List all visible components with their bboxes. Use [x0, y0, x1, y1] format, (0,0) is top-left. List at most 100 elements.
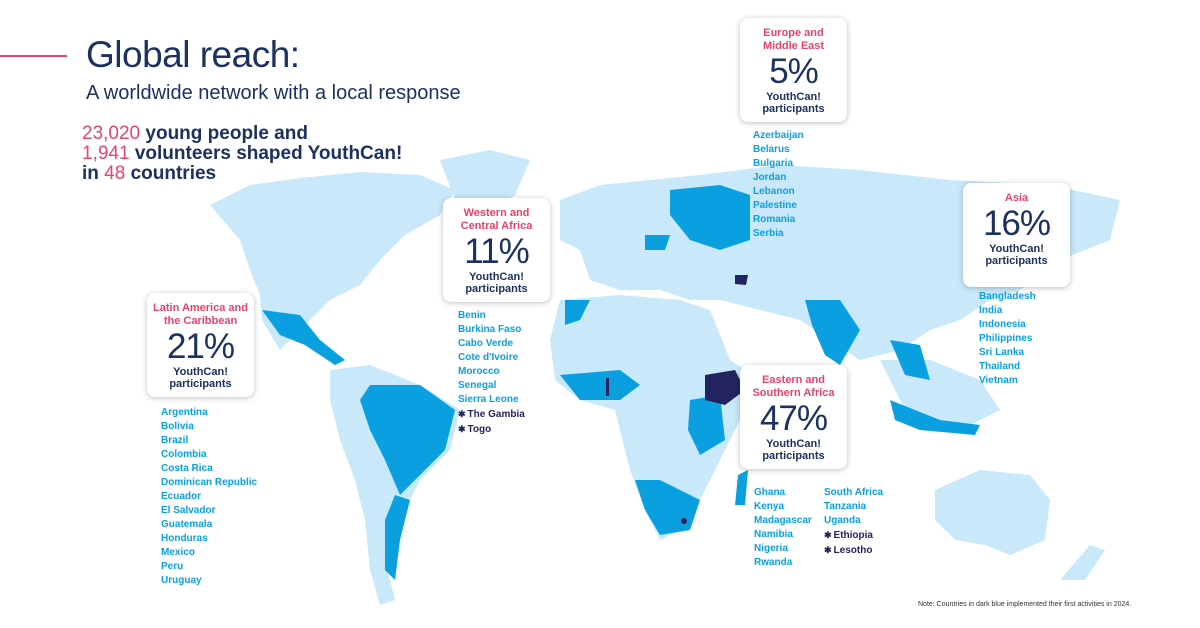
region-card: Asia 16% YouthCan! participants [963, 183, 1070, 287]
accent-line [0, 55, 67, 57]
lesotho [681, 518, 687, 524]
star-icon: ✱ [824, 545, 832, 555]
country-item: Morocco [458, 366, 500, 377]
east-africa [688, 395, 725, 455]
country-item: Azerbaijan [753, 130, 804, 141]
indonesia [890, 400, 980, 435]
region-percent: 5% [769, 52, 819, 91]
argentina [385, 495, 410, 580]
country-name: Ethiopia [833, 530, 873, 541]
country-name: Togo [467, 424, 492, 435]
togo [606, 378, 609, 396]
country-item: Vietnam [979, 375, 1018, 386]
country-item: Thailand [979, 361, 1021, 372]
country-item: Costa Rica [161, 463, 213, 474]
country-name: Lesotho [833, 545, 873, 556]
west-africa [560, 370, 640, 400]
region-label: YouthCan! participants [762, 438, 825, 462]
country-item: Bolivia [161, 421, 194, 432]
footnote: Note: Countries in dark blue implemented… [918, 601, 1132, 608]
region-percent: 21% [166, 327, 235, 366]
country-item: Argentina [161, 407, 208, 418]
country-item: Jordan [753, 172, 787, 183]
country-list: Ghana Kenya Madagascar Namibia Nigeria Rwanda [754, 486, 812, 570]
country-item: Madagascar [754, 515, 812, 526]
romania-bulgaria [645, 235, 670, 250]
region-percent: 11% [464, 232, 529, 271]
country-item: Mexico [161, 547, 195, 558]
country-list: Argentina Bolivia Brazil Colombia Costa Rica… [161, 406, 257, 588]
country-item: Serbia [753, 228, 784, 239]
page-title: Global reach: [86, 34, 300, 75]
region-label: YouthCan! participants [169, 366, 232, 390]
country-list: Benin Burkina Faso Cabo Verde Cote d'Ivoire… [458, 309, 525, 437]
star-icon: ✱ [458, 424, 466, 434]
country-item: Brazil [161, 435, 189, 446]
country-item: Sierra Leone [458, 394, 519, 405]
country-item: Ecuador [161, 491, 202, 502]
region-card: Europe and Middle East 5% YouthCan! partic… [740, 18, 847, 122]
ethiopia [705, 370, 745, 405]
region-card: Latin America and the Caribbean 21% YouthC… [147, 293, 254, 397]
star-icon: ✱ [458, 409, 466, 419]
country-item: Guatemala [161, 519, 213, 530]
region-card: Western and Central Africa 11% YouthCan! p… [443, 198, 550, 302]
country-item: Uganda [824, 515, 861, 526]
country-item: South Africa [824, 487, 884, 498]
countries-count: 48 [104, 163, 126, 184]
region-title: Europe and Middle East [762, 27, 825, 52]
country-item: Colombia [161, 449, 207, 460]
country-item: Lebanon [753, 186, 795, 197]
country-item: Belarus [753, 144, 790, 155]
star-icon: ✱ [824, 530, 832, 540]
country-item: India [979, 305, 1003, 316]
north-america [210, 172, 455, 350]
page-subtitle: A worldwide network with a local respons… [86, 82, 461, 104]
southeast-asia-active [890, 340, 930, 380]
region-title: Latin America and the Caribbean [153, 302, 248, 327]
country-item: Burkina Faso [458, 324, 522, 335]
region-label: YouthCan! participants [762, 91, 825, 115]
country-item: Indonesia [979, 319, 1026, 330]
mexico-central-america [262, 310, 345, 365]
country-item: Benin [458, 310, 486, 321]
country-item: Tanzania [824, 501, 867, 512]
region-percent: 16% [982, 204, 1051, 243]
country-item: Sri Lanka [979, 347, 1025, 358]
region-label: YouthCan! participants [465, 271, 528, 295]
australia [935, 470, 1050, 555]
stats-text: young people and [140, 123, 308, 144]
russia-belarus [670, 185, 750, 250]
country-item: Cabo Verde [458, 338, 514, 349]
country-item: Bangladesh [979, 291, 1036, 302]
country-item: Dominican Republic [161, 477, 258, 488]
new-country-item: ✱ The Gambia [458, 407, 525, 422]
azerbaijan [735, 275, 748, 285]
brazil-region [360, 385, 455, 495]
region-title: Eastern and Southern Africa [752, 374, 835, 399]
stats-text: countries [125, 163, 217, 184]
stats-text: in [82, 163, 105, 184]
volunteers-count: 1,941 [82, 143, 130, 164]
country-item: Senegal [458, 380, 497, 391]
morocco [565, 300, 590, 325]
country-item: El Salvador [161, 505, 216, 516]
country-list: South Africa Tanzania Uganda ✱ Ethiopia ✱ Leso… [824, 486, 883, 558]
new-country-item: ✱ Ethiopia [824, 528, 883, 543]
region-title: Asia [1004, 192, 1029, 204]
country-item: Namibia [754, 529, 793, 540]
new-country-item: ✱ Togo [458, 422, 525, 437]
country-list: Azerbaijan Belarus Bulgaria Jordan Lebanon Pa… [753, 129, 804, 241]
country-item: Palestine [753, 200, 797, 211]
country-item: Peru [161, 561, 184, 572]
summary-stats: 23,020 young people and 1,941 volunteers… [82, 124, 402, 184]
country-name: The Gambia [467, 409, 525, 420]
africa [550, 295, 760, 540]
young-people-count: 23,020 [82, 123, 141, 144]
country-item: Ghana [754, 487, 786, 498]
region-label: YouthCan! participants [985, 243, 1048, 267]
region-title: Western and Central Africa [460, 207, 533, 232]
new-zealand [1060, 545, 1105, 580]
india [805, 300, 860, 365]
new-country-item: ✱ Lesotho [824, 543, 883, 558]
